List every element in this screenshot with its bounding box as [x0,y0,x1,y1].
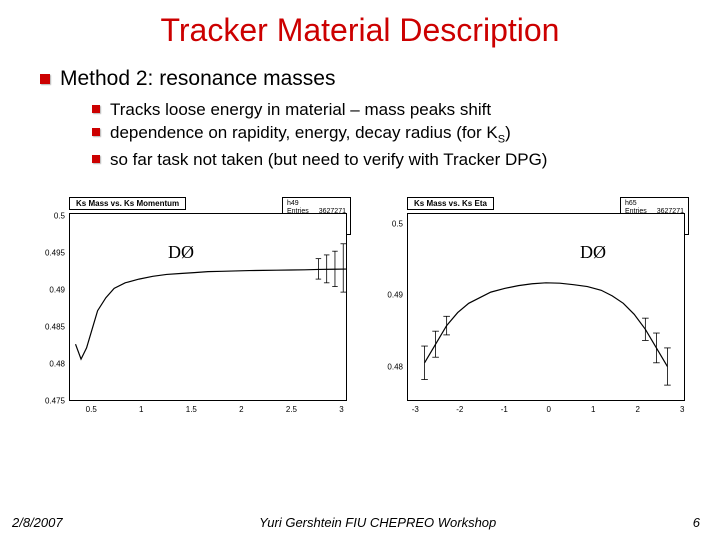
x-tick-label: 0.5 [86,405,97,414]
chart-ks-mass-vs-eta: Ks Mass vs. Ks Eta h65 Entries3627271 Me… [369,197,689,425]
x-tick-label: 1 [591,405,595,414]
y-tick-label: 0.49 [49,286,65,295]
stats-name: h65 [625,200,637,208]
x-tick-label: 0 [547,405,551,414]
bullet-text: Tracks loose energy in material – mass p… [110,99,491,120]
page-title: Tracker Material Description [0,0,720,49]
bullet-icon [92,105,100,113]
x-tick-label: 1.5 [186,405,197,414]
detector-label: DØ [168,242,194,263]
method-heading: Method 2: resonance masses [40,67,720,91]
data-curve [408,214,684,400]
charts-row: Ks Mass vs. Ks Momentum h49 Entries36272… [0,197,720,425]
y-tick-label: 0.495 [45,249,65,258]
footer: 2/8/2007 Yuri Gershtein FIU CHEPREO Work… [0,515,720,530]
bullet-icon [92,128,100,136]
y-tick-label: 0.49 [387,291,403,300]
list-item: so far task not taken (but need to verif… [92,149,720,170]
x-axis: 0.5 1 1.5 2 2.5 3 [69,403,347,425]
sub-bullet-list: Tracks loose energy in material – mass p… [92,99,720,171]
x-tick-label: -3 [412,405,419,414]
y-tick-label: 0.485 [45,322,65,331]
bullet-text: so far task not taken (but need to verif… [110,149,547,170]
footer-page-number: 6 [693,515,700,530]
x-tick-label: 2.5 [286,405,297,414]
x-tick-label: 2 [239,405,243,414]
detector-label: DØ [580,242,606,263]
plot-area: DØ [407,213,685,401]
x-tick-label: -2 [456,405,463,414]
stats-name: h49 [287,200,299,208]
footer-date: 2/8/2007 [12,515,63,530]
plot-area: DØ [69,213,347,401]
bullet-text: dependence on rapidity, energy, decay ra… [110,122,511,147]
x-tick-label: 1 [139,405,143,414]
chart-title: Ks Mass vs. Ks Eta [407,197,494,210]
bullet-icon [40,74,50,84]
chart-title: Ks Mass vs. Ks Momentum [69,197,186,210]
y-axis: 0.5 0.49 0.48 [369,213,405,401]
x-axis: -3 -2 -1 0 1 2 3 [407,403,685,425]
x-tick-label: -1 [501,405,508,414]
footer-center: Yuri Gershtein FIU CHEPREO Workshop [63,515,693,530]
y-tick-label: 0.475 [45,396,65,405]
y-tick-label: 0.5 [54,212,65,221]
data-curve [70,214,346,400]
bullet-icon [92,155,100,163]
chart-ks-mass-vs-momentum: Ks Mass vs. Ks Momentum h49 Entries36272… [31,197,351,425]
x-tick-label: 2 [636,405,640,414]
y-tick-label: 0.48 [49,359,65,368]
method-label: Method 2: resonance masses [60,67,335,91]
x-tick-label: 3 [339,405,343,414]
list-item: Tracks loose energy in material – mass p… [92,99,720,120]
list-item: dependence on rapidity, energy, decay ra… [92,122,720,147]
x-tick-label: 3 [680,405,684,414]
y-tick-label: 0.48 [387,362,403,371]
y-tick-label: 0.5 [392,219,403,228]
y-axis: 0.50.4950.490.4850.480.475 [31,213,67,401]
